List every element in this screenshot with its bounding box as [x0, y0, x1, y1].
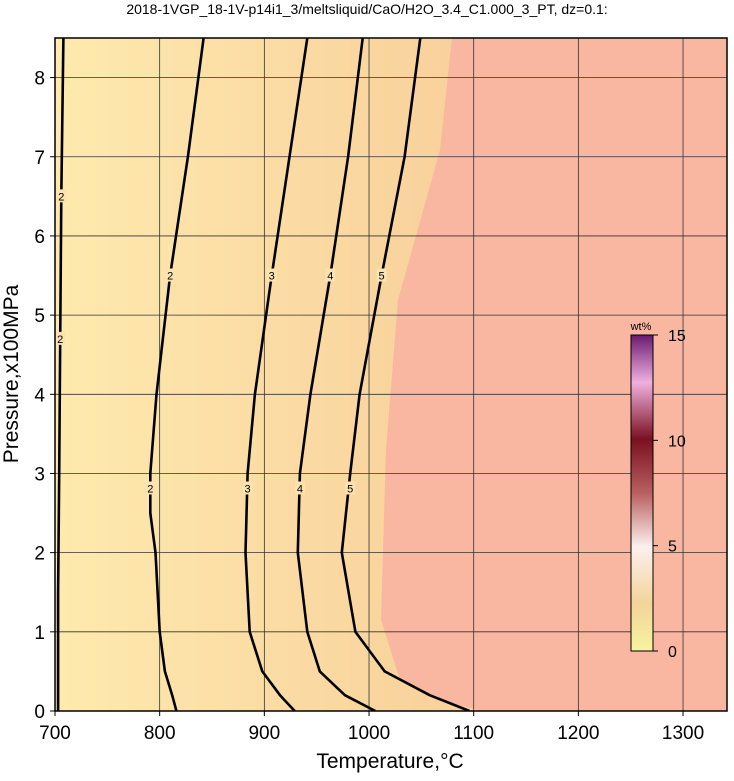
- y-tick-label: 1: [34, 623, 45, 644]
- colorbar-tick-label: 5: [668, 539, 677, 556]
- contour-label-bg: [345, 481, 356, 495]
- contour-label-bg: [266, 268, 277, 282]
- y-tick-label: 5: [34, 306, 45, 327]
- x-tick-label: 700: [39, 723, 71, 744]
- y-axis-label: Pressure,x100MPa: [0, 284, 23, 463]
- contour-label-bg: [56, 189, 67, 203]
- y-tick-label: 4: [34, 385, 45, 406]
- contour-line: [244, 38, 309, 711]
- contour-label-bg: [145, 481, 156, 495]
- x-tick-label: 900: [248, 723, 280, 744]
- contour-label: 5: [379, 271, 385, 283]
- chart-title: 2018-1VGP_18-1V-p14i1_3/meltsliquid/CaO/…: [126, 1, 607, 17]
- x-axis-label: Temperature,°C: [316, 750, 463, 773]
- contour-label: 4: [327, 271, 333, 283]
- contour-label: 3: [269, 271, 275, 283]
- contour-line: [56, 38, 65, 711]
- contour-label: 5: [347, 483, 353, 495]
- x-tick-label: 1100: [453, 723, 494, 744]
- colorbar-tick-label: 0: [668, 644, 677, 661]
- y-tick-label: 8: [34, 69, 45, 90]
- y-tick-label: 0: [34, 702, 45, 723]
- contour-line: [296, 38, 376, 711]
- contour-line: [340, 38, 470, 711]
- contour-label-bg: [325, 268, 336, 282]
- contour-label: 3: [245, 483, 251, 495]
- contour-label: 2: [167, 271, 173, 283]
- contour-label: 2: [57, 334, 63, 346]
- colorbar-tick-label: 15: [668, 328, 686, 345]
- x-tick-label: 800: [144, 723, 176, 744]
- contour-label: 2: [147, 483, 153, 495]
- colorbar-tick-label: 10: [668, 433, 686, 450]
- contour-label: 2: [58, 191, 64, 203]
- contour-label-bg: [55, 331, 66, 345]
- contour-label-bg: [165, 268, 176, 282]
- colorbar-label: wt%: [630, 321, 652, 333]
- x-tick-label: 1000: [348, 723, 390, 744]
- x-tick-label: 1300: [662, 723, 704, 744]
- plot-frame: [54, 37, 728, 712]
- contour-label-bg: [242, 481, 253, 495]
- y-tick-label: 6: [34, 227, 45, 248]
- contour-label-bg: [376, 268, 387, 282]
- x-tick-label: 1200: [557, 723, 599, 744]
- y-tick-label: 7: [34, 148, 45, 169]
- contour-label: 4: [297, 483, 303, 495]
- low-region: [55, 38, 482, 711]
- y-tick-label: 3: [34, 464, 45, 485]
- y-tick-label: 2: [34, 544, 45, 565]
- colorbar: [630, 334, 654, 652]
- contour-line: [149, 38, 205, 711]
- contour-label-bg: [294, 481, 305, 495]
